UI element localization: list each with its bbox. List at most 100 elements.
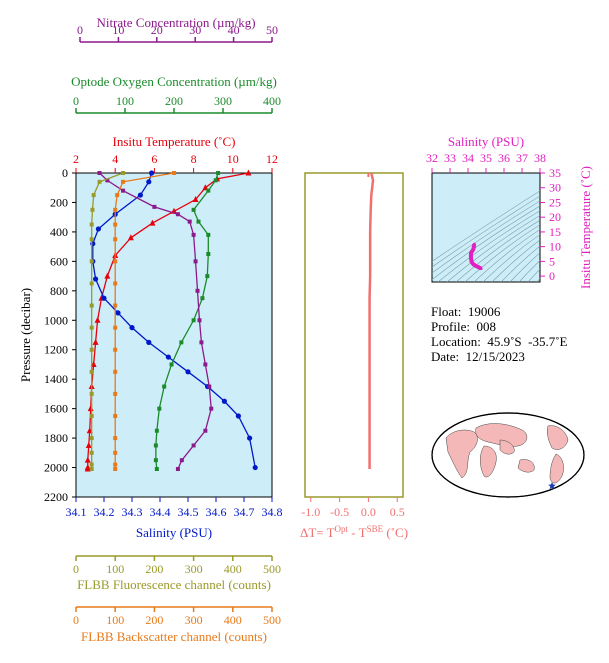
pressure-tick-label: 1400 xyxy=(44,372,68,386)
series-point-backscatter xyxy=(113,462,118,467)
delta-t-tick-label: -0.5 xyxy=(330,505,349,519)
series-point-backscatter xyxy=(113,467,118,472)
fluorescence-axis-tick-label: 200 xyxy=(145,562,163,576)
series-point-temperature xyxy=(92,338,99,345)
series-point-salinity xyxy=(93,276,99,282)
backscatter-axis-label: FLBB Backscatter channel (counts) xyxy=(81,629,267,644)
series-point-salinity xyxy=(146,339,152,345)
delta-t-tick-label: 0.0 xyxy=(361,505,376,519)
ts-density-contour xyxy=(432,195,540,268)
world-map xyxy=(431,412,585,498)
ts-density-contour xyxy=(491,239,540,282)
series-point-temperature xyxy=(192,196,199,203)
delta-t-label-part: (˚C) xyxy=(383,525,408,540)
series-point-oxygen xyxy=(169,362,174,367)
ts-density-contour xyxy=(500,245,540,282)
series-point-temperature xyxy=(127,234,134,241)
temperature-tick-label: 2 xyxy=(73,152,79,166)
oxygen-axis-tick-label: 300 xyxy=(214,94,232,108)
nitrate-axis-tick-label: 20 xyxy=(151,23,163,37)
ts-temperature-tick-label: 0 xyxy=(549,269,555,283)
pressure-tick-label: 1000 xyxy=(44,313,68,327)
series-point-backscatter xyxy=(113,259,118,264)
series-point-temperature xyxy=(85,441,92,448)
salinity-tick-label: 34.2 xyxy=(94,505,115,519)
series-point-nitrate xyxy=(152,204,157,209)
ts-density-contour xyxy=(518,260,540,282)
series-point-salinity xyxy=(149,170,155,176)
map-outline xyxy=(431,412,585,498)
nitrate-axis-tick-label: 40 xyxy=(228,23,240,37)
float-info-block: Float: 19006 Profile: 008 Location: 45.9… xyxy=(431,304,567,364)
ts-profile-point xyxy=(472,242,476,246)
series-point-temperature xyxy=(84,465,91,472)
ts-temperature-tick-label: 25 xyxy=(549,195,561,209)
temperature-tick-label: 10 xyxy=(227,152,239,166)
series-point-backscatter xyxy=(113,391,118,396)
delta-t-tick-label: -1.0 xyxy=(301,505,320,519)
pressure-tick-label: 1200 xyxy=(44,343,68,357)
pressure-tick-label: 600 xyxy=(50,254,68,268)
ts-temperature-tick-label: 30 xyxy=(549,181,561,195)
series-point-backscatter xyxy=(113,303,118,308)
ts-density-contours xyxy=(432,190,540,282)
salinity-tick-label: 34.7 xyxy=(234,505,255,519)
series-point-oxygen xyxy=(205,274,210,279)
backscatter-axis-tick-label: 400 xyxy=(224,613,242,627)
nitrate-axis-tick-label: 50 xyxy=(266,23,278,37)
oxygen-axis-tick-label: 0 xyxy=(73,94,79,108)
map-landmass xyxy=(480,445,497,478)
ts-salinity-tick-label: 34 xyxy=(462,151,474,165)
pressure-tick-label: 2200 xyxy=(44,490,68,504)
series-point-fluorescence xyxy=(97,179,102,184)
temperature-tick-label: 4 xyxy=(112,152,118,166)
ts-salinity-tick-label: 37 xyxy=(516,151,528,165)
fluorescence-axis-tick-label: 500 xyxy=(263,562,281,576)
salinity-tick-label: 34.6 xyxy=(206,505,227,519)
series-point-nitrate xyxy=(97,171,102,175)
ts-salinity-tick-label: 32 xyxy=(426,151,438,165)
ts-profile-point xyxy=(471,262,475,266)
series-point-fluorescence xyxy=(121,171,126,175)
ts-temperature-tick-label: 15 xyxy=(549,225,561,239)
oxygen-axis-label: Optode Oxygen Concentration (µm/kg) xyxy=(71,74,277,89)
series-point-salinity xyxy=(90,241,96,247)
ts-salinity-tick-label: 35 xyxy=(480,151,492,165)
location: Location: 45.9˚S -35.7˚E xyxy=(431,334,568,349)
series-point-nitrate xyxy=(175,467,180,472)
salinity-tick-label: 34.4 xyxy=(150,505,171,519)
temperature-tick-label: 12 xyxy=(266,152,278,166)
series-point-oxygen xyxy=(157,406,162,411)
series-point-backscatter xyxy=(113,222,118,227)
series-point-fluorescence xyxy=(89,467,94,472)
oxygen-axis-tick-label: 100 xyxy=(116,94,134,108)
series-point-oxygen xyxy=(206,252,211,256)
series-point-salinity xyxy=(101,295,107,301)
pressure-tick-label: 400 xyxy=(50,225,68,239)
series-point-backscatter xyxy=(172,171,176,175)
series-point-salinity xyxy=(137,192,143,198)
ts-plot-area xyxy=(431,172,541,283)
main-series-group xyxy=(84,169,258,472)
series-point-backscatter xyxy=(113,414,118,418)
series-point-fluorescence xyxy=(89,325,94,330)
oxygen-axis-tick-label: 200 xyxy=(165,94,183,108)
backscatter-axis-tick-label: 500 xyxy=(263,613,281,627)
backscatter-axis-tick-label: 200 xyxy=(145,613,163,627)
ts-temperature-axis-label: Insitu Temperature (˚C) xyxy=(578,166,593,289)
series-point-backscatter xyxy=(113,450,118,455)
ts-temperature-tick-label: 5 xyxy=(549,254,555,268)
series-point-nitrate xyxy=(175,212,180,217)
ts-density-contour xyxy=(482,234,540,282)
map-landmass xyxy=(549,453,564,484)
fluorescence-axis-label: FLBB Fluorescence channel (counts) xyxy=(77,577,271,592)
series-point-temperature xyxy=(94,316,101,323)
ts-profile-point xyxy=(479,266,483,271)
series-point-nitrate xyxy=(121,188,126,193)
series-point-backscatter xyxy=(115,193,120,198)
series-point-backscatter xyxy=(121,179,126,184)
ts-density-contour xyxy=(432,200,540,274)
series-point-nitrate xyxy=(105,178,110,183)
pressure-tick-label: 1600 xyxy=(44,402,68,416)
series-point-nitrate xyxy=(193,259,198,264)
